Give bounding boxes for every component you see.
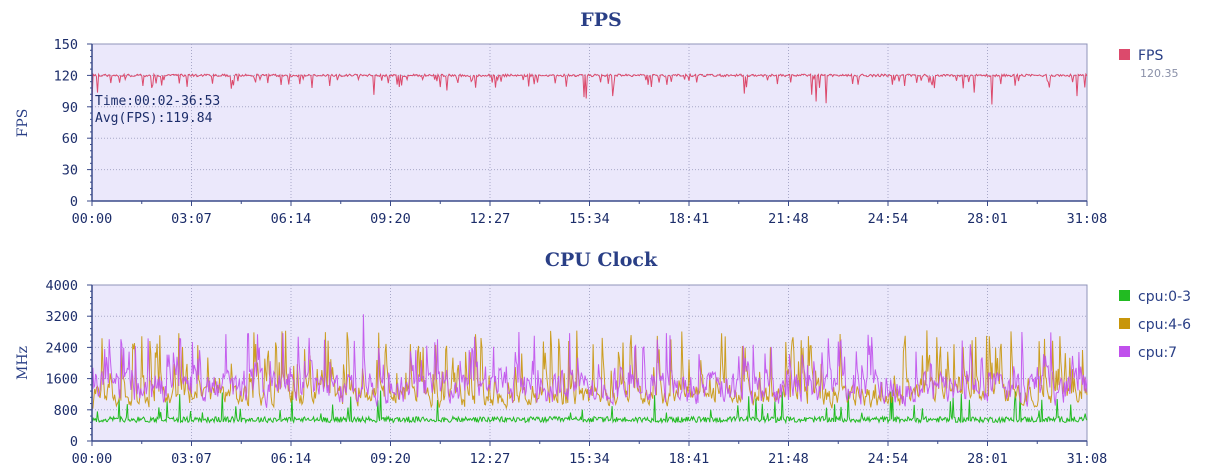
- y-tick-label: 4000: [45, 278, 78, 294]
- x-tick-label: 15:34: [569, 451, 610, 467]
- cpu-legend-swatch-7: [1119, 346, 1130, 357]
- x-tick-label: 00:00: [72, 451, 113, 467]
- cpu-y-ticks: 0 800 1600 2400 3200 4000: [45, 278, 93, 450]
- x-tick-label: 12:27: [470, 211, 511, 227]
- x-tick-label: 06:14: [271, 451, 312, 467]
- cpu-series-line-cpu-7: [91, 314, 1088, 408]
- x-tick-label: 03:07: [171, 211, 212, 227]
- fps-y-axis-label: FPS: [15, 109, 31, 138]
- cpu-chart-title: CPU Clock: [545, 249, 658, 271]
- x-tick-label: 12:27: [470, 451, 511, 467]
- x-tick-label: 21:48: [768, 451, 809, 467]
- x-tick-label: 24:54: [868, 211, 909, 227]
- cpu-y-axis-label: MHz: [15, 346, 31, 380]
- y-tick-label: 150: [54, 37, 78, 53]
- y-tick-label: 1600: [45, 372, 78, 388]
- y-tick-label: 800: [54, 403, 78, 419]
- cpu-legend-swatch-0-3: [1119, 290, 1130, 301]
- fps-chart: FPS FPS 0 30 60 90 120 150 00:00 03:07 06:14 09:…: [15, 9, 1179, 227]
- cpu-series: [91, 314, 1088, 425]
- y-tick-label: 3200: [45, 309, 78, 325]
- x-tick-label: 00:00: [72, 211, 113, 227]
- x-tick-label: 18:41: [669, 451, 710, 467]
- fps-series: [91, 72, 1088, 105]
- y-tick-label: 90: [62, 100, 78, 116]
- x-tick-label: 28:01: [967, 211, 1008, 227]
- fps-y-ticks: 0 30 60 90 120 150: [54, 37, 93, 210]
- fps-legend-label: FPS: [1138, 48, 1163, 64]
- fps-avg-annotation: Avg(FPS):119.84: [95, 111, 213, 126]
- cpu-legend-label-4-6: cpu:4-6: [1138, 317, 1191, 333]
- fps-time-annotation: Time:00:02-36:53: [95, 94, 220, 109]
- x-tick-label: 03:07: [171, 451, 212, 467]
- fps-x-ticks: 00:00 03:07 06:14 09:20 12:27 15:34 18:41 21:48…: [72, 200, 1108, 227]
- y-tick-label: 60: [62, 131, 78, 147]
- fps-legend-value: 120.35: [1140, 67, 1179, 80]
- cpu-legend-label-7: cpu:7: [1138, 345, 1177, 361]
- fps-chart-title: FPS: [580, 9, 622, 31]
- x-tick-label: 21:48: [768, 211, 809, 227]
- fps-grid: [92, 44, 1087, 201]
- cpu-legend-swatch-4-6: [1119, 318, 1130, 329]
- x-tick-label: 24:54: [868, 451, 909, 467]
- x-tick-label: 09:20: [370, 451, 411, 467]
- x-tick-label: 15:34: [569, 211, 610, 227]
- x-tick-label: 31:08: [1067, 451, 1108, 467]
- x-tick-label: 31:08: [1067, 211, 1108, 227]
- x-tick-label: 09:20: [370, 211, 411, 227]
- cpu-chart: CPU Clock MHz 0 800 1600 2400 3200 4000 00:00…: [15, 249, 1191, 467]
- fps-legend-swatch: [1119, 49, 1130, 60]
- cpu-legend: cpu:0-3 cpu:4-6 cpu:7: [1119, 289, 1191, 361]
- cpu-legend-label-0-3: cpu:0-3: [1138, 289, 1191, 305]
- x-tick-label: 06:14: [271, 211, 312, 227]
- y-tick-label: 0: [70, 434, 78, 450]
- fps-legend: FPS 120.35: [1119, 48, 1179, 80]
- y-tick-label: 2400: [45, 340, 78, 356]
- y-tick-label: 30: [62, 163, 78, 179]
- cpu-series-line-cpu-0-3: [91, 390, 1088, 425]
- y-tick-label: 120: [54, 68, 78, 84]
- y-tick-label: 0: [70, 194, 78, 210]
- cpu-x-ticks: 00:00 03:07 06:14 09:20 12:27 15:34 18:41 21:48…: [72, 440, 1108, 467]
- fps-series-line: [91, 72, 1088, 105]
- x-tick-label: 28:01: [967, 451, 1008, 467]
- x-tick-label: 18:41: [669, 211, 710, 227]
